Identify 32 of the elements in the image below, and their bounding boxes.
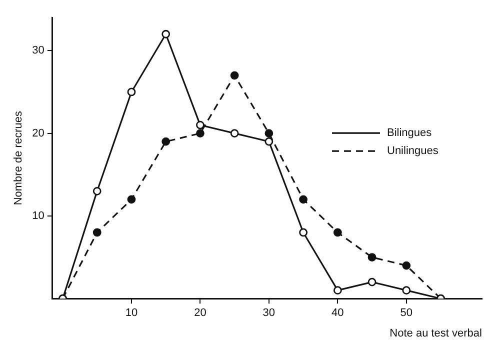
x-tick-label: 10 [125,307,138,320]
y-tick-label: 30 [32,44,44,57]
point [368,278,376,286]
legend-label: Unilingues [387,145,439,158]
x-tick-label: 30 [262,307,276,320]
y-tick-label: 10 [32,210,44,222]
point [127,195,136,204]
point [162,30,170,38]
point [333,286,342,295]
point [92,228,102,237]
point [264,129,274,138]
point [196,120,204,130]
point [333,228,342,237]
point [402,261,411,270]
point [196,129,204,138]
y-axis-title: Nombre de recrues [12,110,25,206]
point [92,186,102,196]
y-tick-label: 20 [32,127,44,140]
x-tick-label: 40 [332,307,344,320]
point [230,71,239,80]
legend-label: Bilingues [387,127,432,140]
x-tick-label: 20 [194,307,206,320]
point [230,129,239,138]
x-tick-label: 50 [400,307,413,320]
point [299,228,308,237]
point [264,137,274,146]
point [162,137,170,146]
x-axis-title: Note au test verbal [390,327,482,340]
point [368,253,376,262]
point [127,88,136,96]
point [299,195,308,204]
point [402,286,411,295]
